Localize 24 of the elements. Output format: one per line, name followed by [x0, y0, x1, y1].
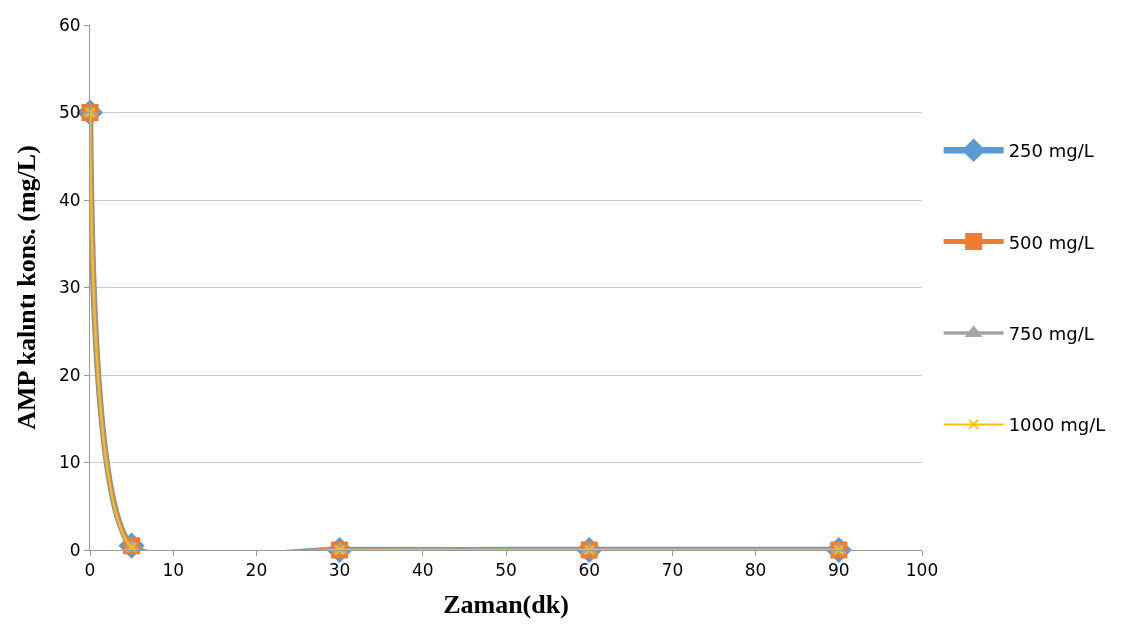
- x-tick-label: 0: [84, 560, 96, 581]
- x-tick-label: 70: [661, 560, 684, 581]
- x-tick-label: 60: [578, 560, 601, 581]
- x-tick-label: 10: [162, 560, 185, 581]
- y-tick-label: 60: [58, 14, 81, 35]
- x-tick-label: 100: [905, 560, 939, 581]
- x-tick-label: 30: [328, 560, 351, 581]
- legend-label: 500 mg/L: [1008, 231, 1094, 253]
- legend-label: 750 mg/L: [1008, 323, 1094, 345]
- y-tick-label: 20: [58, 364, 81, 385]
- y-tick-label: 0: [69, 539, 81, 560]
- y-tick-label: 50: [58, 102, 81, 123]
- legend-label: 1000 mg/L: [1008, 414, 1106, 436]
- x-tick-label: 50: [495, 560, 517, 581]
- x-axis-title: Zaman(dk): [443, 590, 569, 620]
- x-tick-label: 90: [827, 560, 850, 581]
- y-tick-label: 10: [58, 452, 81, 473]
- legend-label: 250 mg/L: [1008, 140, 1094, 162]
- x-tick-label: 20: [245, 560, 268, 581]
- x-tick-label: 40: [411, 560, 434, 581]
- y-tick-label: 40: [58, 189, 81, 210]
- y-tick-label: 30: [58, 277, 81, 298]
- x-tick-label: 80: [744, 560, 767, 581]
- y-axis-title: AMP kalıntı kons. (mg/L): [12, 145, 42, 430]
